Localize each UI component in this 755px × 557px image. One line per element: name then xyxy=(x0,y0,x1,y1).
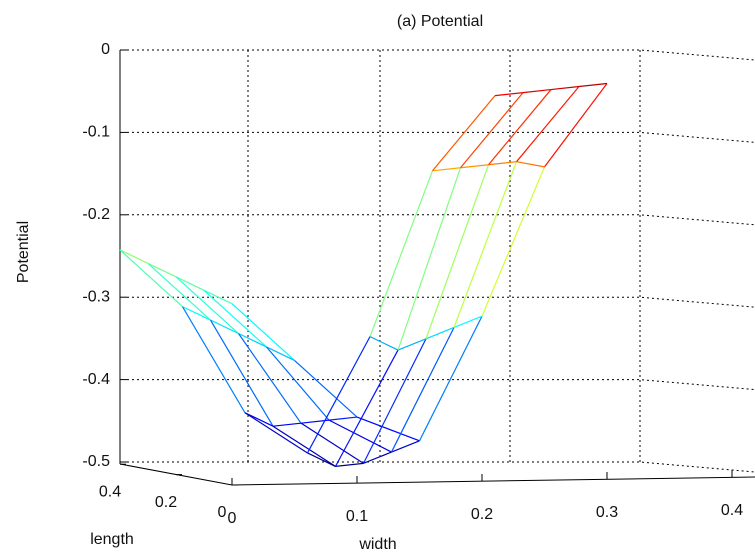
z-tick-label: -0.1 xyxy=(82,124,110,141)
x-tick-label: 0.4 xyxy=(721,502,743,519)
mesh-edge xyxy=(453,161,518,328)
mesh-edge xyxy=(300,422,364,464)
mesh-edge xyxy=(209,319,274,427)
mesh-edge xyxy=(147,262,177,278)
mesh-edge xyxy=(272,422,302,427)
grid-line xyxy=(127,296,755,308)
mesh-edge xyxy=(425,326,455,340)
mesh-edge xyxy=(397,167,462,351)
mesh-edge xyxy=(266,346,330,421)
mesh-edge xyxy=(307,452,336,467)
z-tick-label: 0 xyxy=(101,41,110,58)
z-tick-label: -0.3 xyxy=(82,288,110,305)
mesh-edge xyxy=(544,83,608,168)
mesh-edge xyxy=(460,92,524,169)
mesh-edge xyxy=(516,161,545,168)
grid-line xyxy=(127,379,755,391)
mesh-edge xyxy=(522,88,552,94)
mesh-edge xyxy=(306,336,371,454)
z-tick-label: -0.5 xyxy=(82,453,110,470)
mesh-edge xyxy=(481,166,546,317)
mesh-edge xyxy=(335,462,364,467)
z-axis-label: Potential xyxy=(15,221,32,283)
mesh-edge xyxy=(181,306,246,414)
mesh-edge xyxy=(578,82,608,88)
mesh-edge xyxy=(244,412,274,427)
mesh-edge xyxy=(432,95,496,172)
grid-line xyxy=(127,49,755,61)
mesh-edge xyxy=(390,327,455,453)
mesh-edge xyxy=(369,336,399,351)
x-tick-label: 0.2 xyxy=(471,506,493,523)
grid-line xyxy=(127,461,755,473)
mesh-edge xyxy=(328,419,392,453)
mesh-edge xyxy=(488,89,552,166)
mesh-edge xyxy=(266,346,295,361)
y-axis-label: length xyxy=(90,531,134,548)
chart-title: (a) Potential xyxy=(397,13,483,30)
width-axis xyxy=(231,476,755,486)
y-tick-label: 0.4 xyxy=(99,483,121,500)
mesh-edge xyxy=(272,425,336,467)
mesh-edge xyxy=(238,333,302,424)
mesh-edge xyxy=(369,170,434,337)
mesh-edge xyxy=(362,338,427,464)
z-tick-label: -0.2 xyxy=(82,206,110,223)
mesh-edge xyxy=(334,349,399,467)
mesh-edge xyxy=(550,85,580,91)
mesh-edge xyxy=(203,289,233,305)
x-tick-label: 0.1 xyxy=(346,508,368,525)
mesh-edge xyxy=(356,416,420,442)
mesh-edge xyxy=(328,416,358,421)
mesh-edge xyxy=(391,440,420,453)
grid-walls xyxy=(247,50,641,462)
mesh-edge xyxy=(488,161,517,166)
mesh-edge xyxy=(494,92,524,97)
mesh-edge xyxy=(119,249,149,264)
mesh-edge xyxy=(238,332,267,348)
mesh-edge xyxy=(147,262,211,321)
grid-line xyxy=(127,131,755,143)
mesh-edge xyxy=(453,315,483,329)
mesh-edge xyxy=(210,319,239,335)
mesh-edge xyxy=(294,359,358,418)
mesh-edge xyxy=(231,303,295,361)
mesh-edge xyxy=(244,412,308,454)
mesh-edge xyxy=(460,164,489,169)
mesh-edge xyxy=(516,86,580,163)
mesh-edge xyxy=(363,451,392,464)
grid-line xyxy=(127,214,755,226)
z-tick-label: -0.4 xyxy=(82,371,110,388)
mesh-edge xyxy=(182,306,211,321)
mesh-edge xyxy=(418,315,483,442)
mesh-edge xyxy=(175,276,205,291)
y-tick-label: 0 xyxy=(218,504,227,521)
x-tick-label: 0.3 xyxy=(596,504,618,521)
mesh-edge xyxy=(175,276,239,334)
mesh-edge xyxy=(425,164,490,339)
mesh-edge xyxy=(203,289,267,348)
x-tick-label: 0 xyxy=(228,510,237,527)
x-axis-label: width xyxy=(358,536,396,553)
mesh-edge xyxy=(397,338,427,351)
mesh-edge xyxy=(432,167,461,172)
y-tick-label: 0.2 xyxy=(155,494,177,511)
mesh-edge xyxy=(119,249,183,308)
